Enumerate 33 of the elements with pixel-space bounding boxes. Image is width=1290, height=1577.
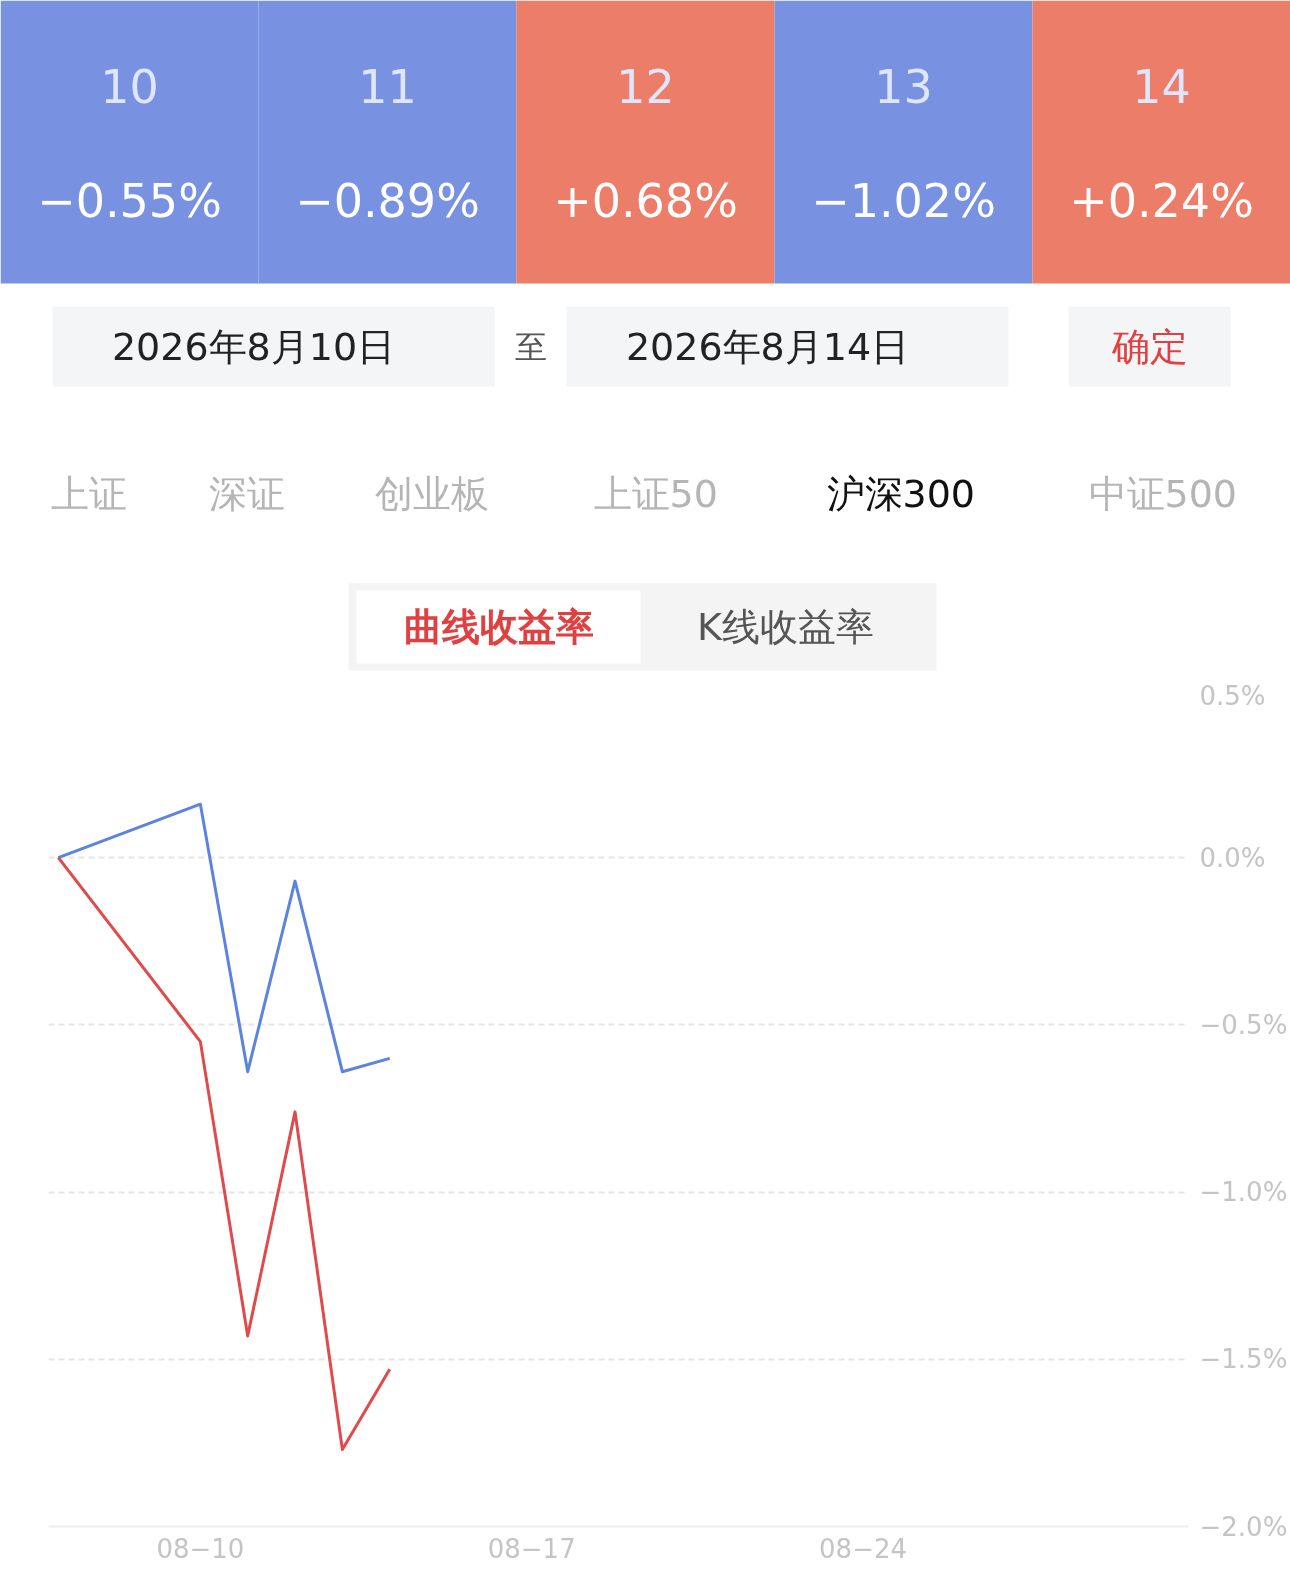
x-tick-label: 08−10 [156, 1533, 245, 1564]
text: 沪深300 [826, 471, 976, 516]
x-tick-label: 10 [100, 59, 159, 114]
text: 曲线收益率 [403, 604, 594, 649]
y-tick-label: 0.5% [1199, 680, 1266, 711]
x-tick-label: 08−24 [819, 1533, 908, 1564]
text: 中证500 [1088, 471, 1238, 516]
text: 至 [514, 327, 547, 366]
data-label: −0.55% [37, 173, 222, 228]
text: 深证 [208, 471, 285, 516]
x-tick-label: 12 [616, 59, 675, 114]
text: 2026年8月14日 [625, 324, 910, 369]
x-tick-label: 14 [1132, 59, 1191, 114]
text: 上证50 [593, 471, 718, 516]
text: 2026年8月10日 [111, 324, 396, 369]
y-tick-label: −0.5% [1199, 1009, 1288, 1040]
data-label: +0.24% [1069, 173, 1254, 228]
data-label: −1.02% [811, 173, 996, 228]
data-label: +0.68% [553, 173, 738, 228]
y-tick-label: 0.0% [1199, 842, 1266, 873]
text: 上证 [50, 471, 127, 516]
data-label: −0.89% [295, 173, 480, 228]
x-tick-label: 08−17 [487, 1533, 576, 1564]
line-series [56, 856, 392, 1452]
text: K线收益率 [697, 604, 874, 649]
y-tick-label: −1.0% [1199, 1177, 1288, 1208]
y-tick-label: −2.0% [1199, 1511, 1288, 1542]
text: 确定 [1110, 324, 1188, 369]
x-tick-label: 11 [358, 59, 417, 114]
x-tick-label: 13 [874, 59, 933, 114]
text: 创业板 [374, 471, 489, 516]
line-series [56, 802, 392, 1074]
y-tick-label: −1.5% [1199, 1344, 1288, 1375]
